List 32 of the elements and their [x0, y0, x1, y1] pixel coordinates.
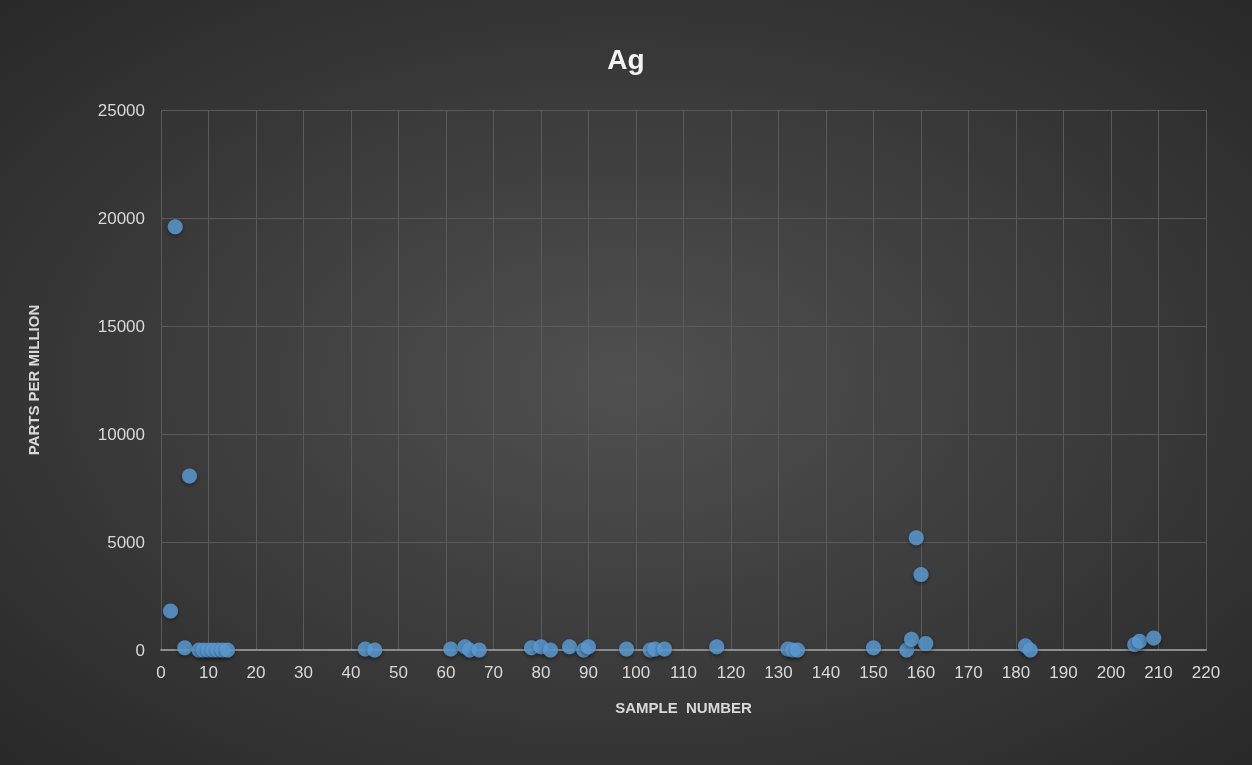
y-tick-label: 15000 [97, 316, 145, 336]
x-tick-label: 130 [764, 663, 793, 682]
x-axis-title: SAMPLE NUMBER [615, 699, 752, 716]
x-tick-label: 40 [341, 663, 361, 682]
x-tick-label: 10 [199, 663, 218, 682]
x-tick-label: 60 [436, 663, 456, 682]
chart-title: Ag [607, 43, 645, 75]
x-tick-label: 20 [246, 663, 266, 682]
x-tick-label: 180 [1001, 663, 1031, 682]
y-axis-title: PARTS PER MILLION [25, 304, 42, 456]
x-tick-label: 110 [669, 663, 698, 682]
x-tick-label: 160 [906, 663, 936, 682]
x-tick-label: 50 [389, 663, 408, 682]
x-tick-label: 200 [1096, 663, 1126, 682]
x-tick-label: 100 [621, 663, 651, 682]
y-tick-label: 0 [135, 640, 145, 660]
x-tick-label: 80 [531, 663, 551, 682]
x-tick-label: 70 [484, 663, 503, 682]
x-tick-label: 190 [1049, 663, 1078, 682]
x-tick-label: 90 [579, 663, 598, 682]
x-tick-label: 0 [156, 663, 166, 682]
x-tick-label: 220 [1191, 663, 1221, 682]
x-tick-label: 140 [811, 663, 841, 682]
x-tick-label: 150 [859, 663, 888, 682]
y-tick-label: 20000 [97, 208, 145, 228]
x-tick-label: 170 [954, 663, 983, 682]
x-tick-label: 210 [1144, 663, 1173, 682]
x-tick-label: 120 [716, 663, 746, 682]
y-tick-label: 10000 [97, 424, 145, 444]
x-tick-label: 30 [294, 663, 313, 682]
y-tick-label: 25000 [97, 100, 145, 120]
y-tick-label: 5000 [107, 532, 145, 552]
